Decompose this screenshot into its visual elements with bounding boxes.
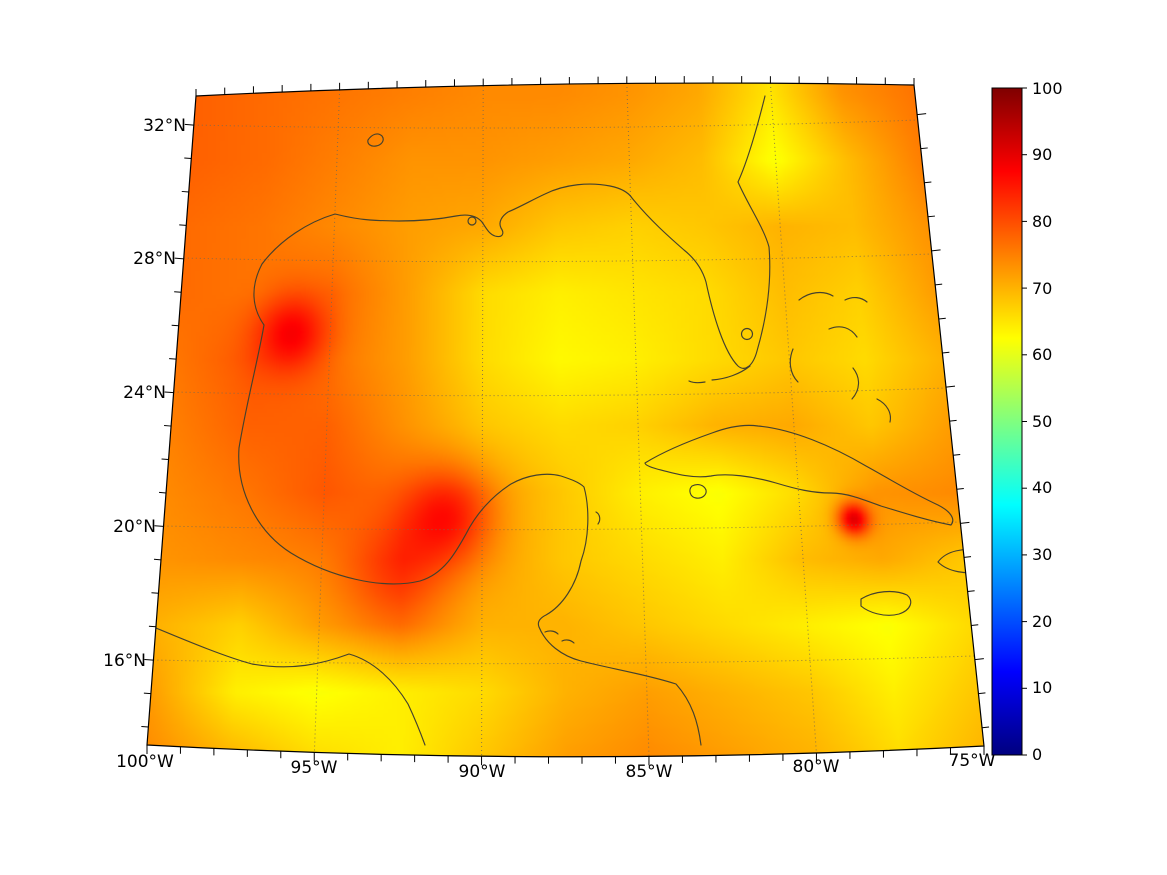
- colorbar-tick-label: 90: [1032, 145, 1052, 164]
- lat-tick-label: 20°N: [113, 517, 156, 537]
- lat-tick-label: 24°N: [123, 383, 166, 403]
- colorbar-tick-label: 40: [1032, 478, 1052, 497]
- map-clip-group: [147, 83, 984, 757]
- coastline-gulf-of-mexico: [238, 95, 771, 746]
- coastline-pacific-mexico: [150, 625, 426, 746]
- coastline-bahamas: [789, 291, 891, 423]
- coastline-isla-juventud: [689, 484, 707, 499]
- colorbar-ticks: [1022, 87, 1027, 756]
- coastline-cozumel: [595, 511, 601, 525]
- colorbar-tick-label: 80: [1032, 212, 1052, 231]
- lon-tick-label: 85°W: [626, 762, 673, 782]
- colorbar: 100 90 80 70 60 50 40 30 20 10 0: [991, 79, 1063, 764]
- colorbar-gradient: [991, 87, 1023, 756]
- coastlines: [150, 95, 984, 746]
- colorbar-tick-label: 100: [1032, 79, 1063, 98]
- graticule: [153, 83, 975, 757]
- colorbar-tick-labels: 100 90 80 70 60 50 40 30 20 10 0: [1032, 79, 1063, 764]
- lon-tick-label: 75°W: [949, 751, 996, 771]
- gridline-lon-85w: [626, 83, 650, 757]
- colorbar-tick-label: 20: [1032, 612, 1052, 631]
- colorbar-tick-label: 0: [1032, 745, 1042, 764]
- axis-ticks: [141, 76, 990, 766]
- coastline-cuba: [644, 424, 954, 526]
- map-plot: 32°N 28°N 24°N 20°N 16°N 100°W 95°W 90°W…: [103, 76, 996, 782]
- lat-tick-label: 16°N: [103, 651, 146, 671]
- colorbar-tick-label: 60: [1032, 345, 1052, 364]
- coastline-bay-islands: [544, 630, 575, 644]
- lon-axis-labels: 100°W 95°W 90°W 85°W 80°W 75°W: [116, 751, 996, 782]
- lon-tick-label: 100°W: [116, 752, 174, 772]
- lake-okeechobee: [740, 327, 754, 341]
- lon-tick-label: 95°W: [291, 758, 338, 778]
- lat-tick-label: 32°N: [143, 116, 186, 136]
- colorbar-tick-label: 10: [1032, 678, 1052, 697]
- lake-pontchartrain: [467, 216, 477, 226]
- coastline-jamaica: [860, 590, 912, 616]
- lat-tick-label: 28°N: [133, 249, 176, 269]
- colorbar-tick-label: 30: [1032, 545, 1052, 564]
- colorbar-tick-label: 50: [1032, 412, 1052, 431]
- lon-tick-label: 80°W: [793, 757, 840, 777]
- heatmap-field: [147, 83, 984, 757]
- lat-axis-labels: 32°N 28°N 24°N 20°N 16°N: [103, 116, 186, 671]
- map-frame: [146, 82, 985, 758]
- gridline-lon-95w: [313, 89, 341, 753]
- lon-tick-label: 90°W: [459, 762, 506, 782]
- coastline-florida-keys: [688, 365, 751, 384]
- texas-lake: [367, 133, 384, 147]
- colorbar-tick-label: 70: [1032, 279, 1052, 298]
